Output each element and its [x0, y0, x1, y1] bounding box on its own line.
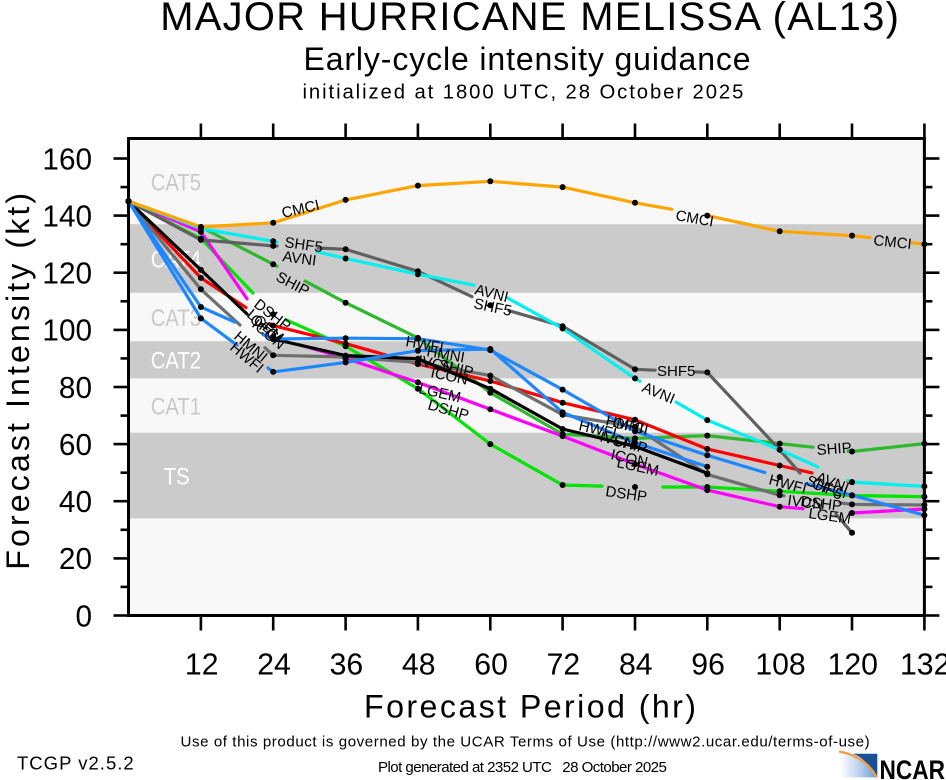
- svg-text:Forecast Intensity (kt): Forecast Intensity (kt): [0, 190, 36, 570]
- svg-text:100: 100: [42, 315, 92, 348]
- svg-text:72: 72: [547, 648, 581, 681]
- svg-text:36: 36: [330, 648, 364, 681]
- svg-text:60: 60: [59, 429, 92, 462]
- svg-text:MAJOR HURRICANE MELISSA (AL13): MAJOR HURRICANE MELISSA (AL13): [160, 0, 900, 39]
- svg-text:160: 160: [42, 143, 92, 176]
- svg-text:CAT2: CAT2: [151, 347, 201, 374]
- svg-text:TS: TS: [164, 463, 190, 490]
- svg-text:LGEM: LGEM: [807, 505, 851, 528]
- svg-text:60: 60: [474, 648, 508, 681]
- svg-text:CMCI: CMCI: [674, 207, 715, 230]
- svg-text:HWFI: HWFI: [404, 333, 445, 356]
- svg-text:Early-cycle intensity guidance: Early-cycle intensity guidance: [304, 41, 752, 77]
- svg-text:CAT3: CAT3: [151, 304, 201, 331]
- svg-text:96: 96: [691, 648, 725, 681]
- svg-text:12: 12: [185, 648, 219, 681]
- svg-text:Use of this product is governe: Use of this product is governed by the U…: [181, 734, 871, 751]
- svg-text:IVCN: IVCN: [786, 492, 824, 514]
- svg-text:20: 20: [59, 543, 92, 576]
- svg-text:AVNI: AVNI: [281, 248, 317, 270]
- svg-text:140: 140: [42, 200, 92, 233]
- svg-text:CMCI: CMCI: [873, 232, 913, 253]
- svg-text:24: 24: [257, 648, 291, 681]
- svg-text:NCAR: NCAR: [880, 756, 946, 780]
- svg-text:SHF5: SHF5: [657, 363, 695, 380]
- svg-text:120: 120: [828, 648, 878, 681]
- svg-text:40: 40: [59, 486, 92, 519]
- svg-text:DSHP: DSHP: [800, 493, 843, 515]
- svg-text:SHIP: SHIP: [816, 440, 852, 459]
- svg-text:Plot generated at 2352 UTC 2: Plot generated at 2352 UTC 28 October 20…: [378, 759, 666, 776]
- svg-text:80: 80: [59, 372, 92, 405]
- svg-text:84: 84: [619, 648, 653, 681]
- svg-text:120: 120: [42, 257, 92, 290]
- svg-text:CAT5: CAT5: [151, 169, 201, 196]
- svg-text:Forecast Period (hr): Forecast Period (hr): [364, 689, 698, 725]
- svg-text:HMNI: HMNI: [425, 343, 466, 366]
- svg-text:TCGP v2.5.2: TCGP v2.5.2: [17, 753, 135, 774]
- svg-text:CAT1: CAT1: [151, 393, 201, 420]
- svg-text:132: 132: [900, 648, 946, 681]
- svg-text:initialized at 1800 UTC, 28 Oc: initialized at 1800 UTC, 28 October 2025: [303, 81, 746, 103]
- svg-text:0: 0: [76, 600, 93, 633]
- svg-text:48: 48: [402, 648, 436, 681]
- svg-text:SHF5: SHF5: [283, 234, 323, 256]
- svg-text:108: 108: [755, 648, 805, 681]
